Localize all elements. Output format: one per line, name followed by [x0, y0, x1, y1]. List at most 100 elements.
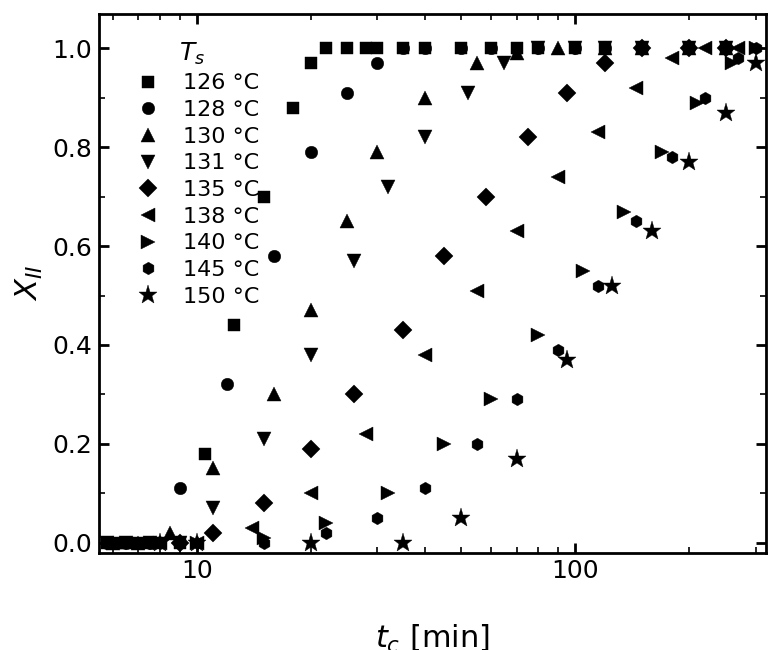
- 135 °C: [306, 445, 315, 452]
- 145 °C: [155, 539, 165, 547]
- 128 °C: [601, 45, 610, 53]
- 131 °C: [637, 45, 647, 53]
- 128 °C: [487, 45, 496, 53]
- 150 °C: [684, 158, 693, 166]
- 126 °C: [229, 321, 238, 329]
- 128 °C: [721, 45, 730, 53]
- 126 °C: [175, 539, 184, 547]
- 128 °C: [637, 45, 647, 53]
- 140 °C: [321, 519, 331, 526]
- 135 °C: [562, 89, 571, 97]
- 145 °C: [594, 281, 603, 289]
- Line: 126 °C: 126 °C: [101, 42, 732, 549]
- 135 °C: [523, 133, 533, 141]
- 140 °C: [192, 539, 201, 547]
- 126 °C: [721, 45, 730, 53]
- 128 °C: [456, 45, 466, 53]
- 126 °C: [122, 539, 131, 547]
- Line: 145 °C: 145 °C: [154, 42, 762, 549]
- 126 °C: [637, 45, 647, 53]
- 128 °C: [269, 252, 278, 260]
- 140 °C: [534, 332, 543, 339]
- 145 °C: [667, 153, 676, 161]
- 126 °C: [420, 45, 429, 53]
- 128 °C: [534, 45, 543, 53]
- 145 °C: [512, 395, 521, 403]
- 150 °C: [192, 539, 201, 547]
- Line: 128 °C: 128 °C: [101, 42, 732, 549]
- 126 °C: [114, 539, 123, 547]
- 126 °C: [103, 539, 112, 547]
- 131 °C: [122, 539, 131, 547]
- 145 °C: [472, 440, 481, 448]
- 140 °C: [155, 539, 165, 547]
- 130 °C: [420, 94, 429, 102]
- 130 °C: [721, 45, 730, 53]
- 138 °C: [512, 227, 521, 235]
- 126 °C: [534, 45, 543, 53]
- 130 °C: [512, 49, 521, 57]
- 131 °C: [259, 435, 268, 443]
- 126 °C: [306, 59, 315, 67]
- 128 °C: [306, 148, 315, 156]
- 150 °C: [721, 109, 730, 116]
- 130 °C: [601, 45, 610, 53]
- Legend: 126 °C, 128 °C, 130 °C, 131 °C, 135 °C, 138 °C, 140 °C, 145 °C, 150 °C: 126 °C, 128 °C, 130 °C, 131 °C, 135 °C, …: [116, 32, 268, 316]
- 145 °C: [700, 94, 709, 102]
- 130 °C: [306, 306, 315, 314]
- 138 °C: [472, 287, 481, 294]
- 150 °C: [155, 539, 165, 547]
- 126 °C: [259, 193, 268, 201]
- 150 °C: [512, 455, 521, 463]
- 150 °C: [751, 59, 760, 67]
- 138 °C: [700, 45, 709, 53]
- 145 °C: [553, 346, 562, 354]
- 140 °C: [693, 99, 702, 107]
- 126 °C: [289, 104, 298, 112]
- 140 °C: [619, 207, 629, 215]
- 126 °C: [512, 45, 521, 53]
- 126 °C: [570, 45, 580, 53]
- Line: 150 °C: 150 °C: [151, 53, 765, 552]
- 131 °C: [145, 539, 154, 547]
- 126 °C: [487, 45, 496, 53]
- 130 °C: [133, 539, 143, 547]
- Line: 131 °C: 131 °C: [101, 42, 732, 549]
- 140 °C: [487, 395, 496, 403]
- 131 °C: [420, 133, 429, 141]
- 126 °C: [321, 45, 331, 53]
- 145 °C: [751, 45, 760, 53]
- 126 °C: [684, 45, 693, 53]
- 131 °C: [463, 89, 473, 97]
- 128 °C: [420, 45, 429, 53]
- 150 °C: [456, 514, 466, 522]
- 140 °C: [383, 489, 392, 497]
- 131 °C: [383, 183, 392, 190]
- 126 °C: [361, 45, 370, 53]
- 128 °C: [684, 45, 693, 53]
- 150 °C: [607, 281, 616, 289]
- 145 °C: [192, 539, 201, 547]
- 131 °C: [500, 59, 509, 67]
- 135 °C: [637, 45, 647, 53]
- 135 °C: [259, 499, 268, 507]
- 138 °C: [306, 489, 315, 497]
- Line: 140 °C: 140 °C: [154, 42, 763, 549]
- 135 °C: [684, 45, 693, 53]
- 131 °C: [570, 45, 580, 53]
- 138 °C: [247, 524, 257, 532]
- 135 °C: [481, 193, 491, 201]
- 138 °C: [192, 539, 201, 547]
- 138 °C: [155, 539, 165, 547]
- 145 °C: [420, 484, 429, 492]
- 135 °C: [175, 539, 184, 547]
- 131 °C: [721, 45, 730, 53]
- 150 °C: [562, 356, 571, 364]
- 150 °C: [398, 539, 407, 547]
- 138 °C: [733, 45, 743, 53]
- Y-axis label: $X_{II}$: $X_{II}$: [14, 265, 45, 302]
- 126 °C: [398, 45, 407, 53]
- 145 °C: [733, 55, 743, 62]
- Line: 130 °C: 130 °C: [106, 42, 732, 549]
- 138 °C: [594, 129, 603, 136]
